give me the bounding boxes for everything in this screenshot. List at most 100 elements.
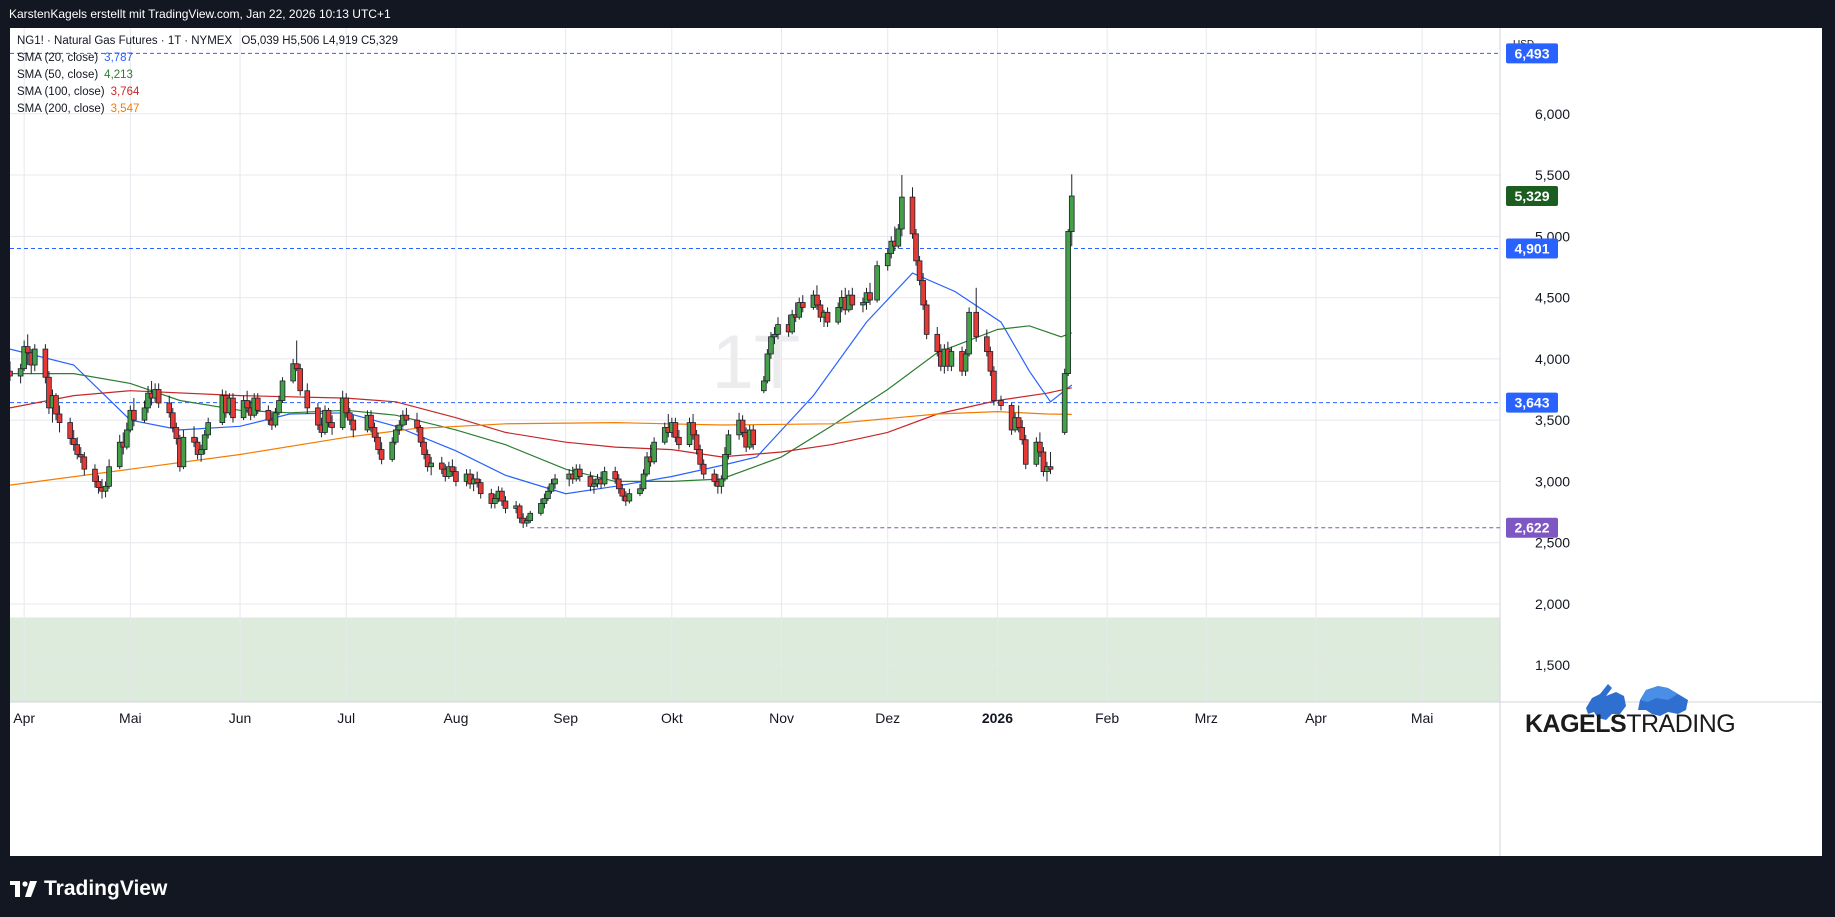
- time-tick-label: Mrz: [1195, 710, 1218, 726]
- indicator-row-sma200[interactable]: SMA (200, close) 3,547: [17, 101, 398, 118]
- indicator-label: SMA (200, close): [17, 103, 105, 115]
- candle-body: [368, 414, 374, 428]
- candle-body: [920, 280, 926, 306]
- candle-body: [42, 348, 49, 378]
- close-value: C5,329: [360, 35, 399, 47]
- candle-body: [17, 368, 24, 377]
- indicator-row-sma100[interactable]: SMA (100, close) 3,764: [17, 84, 398, 101]
- candle-body: [1015, 417, 1022, 428]
- interval-watermark: 1T: [712, 320, 801, 405]
- chart-frame[interactable]: 1T 1,500 2,000 2,500 3,000 3,500 4,000 4,500 5,0…: [10, 28, 1822, 856]
- candle-body: [860, 302, 866, 306]
- symbol-label[interactable]: NG1! · Natural Gas Futures · 1T · NYMEX: [17, 35, 233, 47]
- candle-body: [389, 441, 396, 460]
- candle-body: [194, 441, 201, 455]
- time-tick-label: Aug: [443, 710, 468, 726]
- candle-body: [523, 520, 530, 524]
- candle-body: [814, 294, 820, 306]
- price-badge-label: 2,622: [1514, 520, 1549, 536]
- candle-body: [637, 488, 643, 495]
- candle-body: [725, 434, 732, 455]
- candle-body: [329, 422, 335, 428]
- candle-body: [619, 488, 626, 497]
- candle-body: [693, 434, 700, 450]
- candle-body: [428, 462, 434, 468]
- candle-body: [116, 441, 123, 468]
- candle-body: [771, 333, 778, 338]
- price-chart[interactable]: 1T1,5002,0002,5003,0003,5004,0004,5005,0…: [10, 28, 1822, 856]
- price-tick-label: 2,000: [1535, 596, 1570, 612]
- candle-body: [201, 434, 208, 450]
- price-badge: [1506, 43, 1558, 64]
- open-value: O5,039: [241, 35, 280, 47]
- candle-body: [718, 478, 725, 487]
- time-tick-label: Mai: [1411, 710, 1434, 726]
- candle-body: [948, 351, 955, 367]
- candle-body: [31, 348, 38, 366]
- candle-body: [254, 397, 261, 411]
- kagels-bull-bear-logo: [1586, 684, 1688, 720]
- candle-body: [81, 456, 88, 470]
- candle-body: [53, 395, 59, 415]
- time-tick-label: Sep: [553, 710, 578, 726]
- indicator-value: 3,787: [104, 52, 133, 64]
- candle-body: [77, 454, 84, 458]
- candle-body: [984, 336, 990, 352]
- candle-body: [502, 500, 509, 509]
- time-tick-label: Jul: [337, 710, 355, 726]
- price-tick-label: 2,500: [1535, 535, 1570, 551]
- price-badge-label: 5,329: [1514, 188, 1549, 204]
- price-badge: [1506, 238, 1558, 259]
- price-tick-label: 1,500: [1535, 657, 1570, 673]
- tradingview-footer[interactable]: TradingView: [10, 874, 167, 904]
- candle-body: [541, 498, 548, 504]
- candle-body: [973, 311, 979, 338]
- candle-body: [750, 429, 757, 446]
- candle-body: [166, 402, 173, 414]
- candle-body: [346, 412, 353, 421]
- candle-body: [297, 368, 304, 392]
- candle-body: [21, 346, 27, 370]
- candle-body: [1037, 441, 1043, 453]
- attribution-bar: KarstenKagels erstellt mit TradingView.c…: [0, 0, 1835, 28]
- candle-body: [56, 413, 63, 423]
- candle-body: [789, 314, 795, 333]
- candle-body: [934, 333, 941, 352]
- candle-body: [690, 422, 696, 436]
- candle-body: [874, 265, 880, 301]
- indicator-value: 3,547: [110, 103, 140, 115]
- candle-body: [916, 260, 923, 281]
- candle-body: [499, 490, 505, 502]
- price-tick-label: 6,000: [1535, 106, 1570, 122]
- price-badge-label: 3,643: [1514, 395, 1549, 411]
- candle-body: [403, 414, 410, 421]
- candle-body: [923, 304, 930, 335]
- candle-body: [1068, 195, 1075, 232]
- candle-body: [438, 462, 445, 470]
- attribution-text: KarstenKagels erstellt mit TradingView.c…: [9, 7, 391, 21]
- candle-body: [768, 336, 774, 355]
- indicator-row-sma50[interactable]: SMA (50, close) 4,213: [17, 67, 398, 84]
- candle-body: [548, 483, 555, 492]
- candle-body: [343, 397, 350, 414]
- candle-body: [170, 412, 176, 428]
- candle-body: [672, 422, 679, 438]
- candle-body: [123, 429, 130, 448]
- candle-body: [552, 478, 558, 485]
- candle-body: [987, 351, 994, 372]
- low-value: L4,919: [322, 35, 358, 47]
- price-badge-label: 6,493: [1514, 45, 1549, 61]
- indicator-row-sma20[interactable]: SMA (20, close) 3,787: [17, 50, 398, 67]
- candle-body: [799, 302, 806, 308]
- kagels-trading-logo: KAGELSTRADING: [1525, 710, 1736, 738]
- candle-body: [1065, 231, 1072, 374]
- candle-body: [155, 389, 162, 404]
- indicator-label: SMA (100, close): [17, 86, 105, 98]
- candle-body: [290, 363, 296, 382]
- candle-body: [884, 253, 891, 267]
- time-tick-label: 2026: [982, 710, 1013, 726]
- candle-body: [205, 422, 211, 436]
- time-tick-label: Okt: [661, 710, 683, 726]
- time-tick-label: Feb: [1095, 710, 1119, 726]
- candle-body: [591, 483, 597, 487]
